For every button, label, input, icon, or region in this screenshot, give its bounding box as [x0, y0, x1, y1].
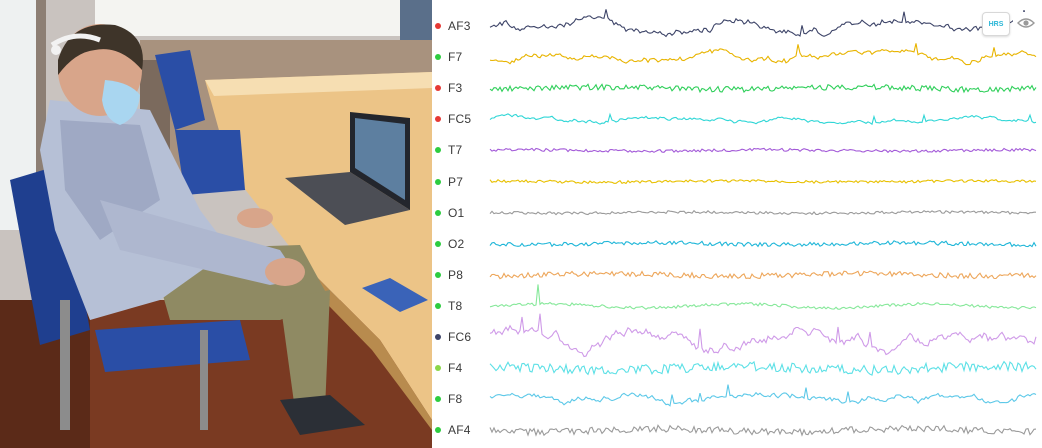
channel-label: T7	[448, 143, 463, 158]
visibility-toggle-button[interactable]	[1013, 12, 1039, 34]
channel-label: FC5	[448, 112, 472, 127]
eye-icon	[1017, 18, 1035, 28]
channel-status-dot	[435, 178, 441, 185]
channel-row-f4: F4	[432, 358, 492, 378]
channel-status-dot	[435, 54, 441, 61]
eeg-trace-fc5	[489, 112, 1037, 126]
channel-status-dot	[435, 334, 441, 340]
channel-label: O1	[448, 205, 465, 220]
channel-label: F8	[448, 392, 463, 407]
channel-status-dot	[435, 427, 441, 434]
channel-status-dot	[435, 396, 441, 403]
eeg-trace-af4	[489, 424, 1037, 437]
channel-status-dot	[435, 209, 441, 216]
eeg-trace-f7	[489, 43, 1037, 66]
eeg-viewer: AF3 F7 F3 FC5 T7 P7 O1 O2 P8 T8 FC6 F4 F8 AF4 HRS	[432, 0, 1042, 448]
channel-label: P8	[448, 267, 464, 282]
subject-photo	[0, 0, 432, 448]
channel-label: O2	[448, 236, 465, 251]
eeg-trace-p7	[489, 178, 1037, 185]
subject-photo-illustration	[0, 0, 432, 448]
channel-row-f3: F3	[432, 78, 492, 98]
eeg-trace-t7	[489, 147, 1037, 154]
eeg-trace-f8	[489, 384, 1037, 407]
channel-row-f8: F8	[432, 389, 492, 409]
hrs-button[interactable]: HRS	[982, 12, 1010, 36]
channel-status-dot	[435, 240, 441, 247]
channel-row-af4: AF4	[432, 420, 492, 440]
eeg-trace-af3	[489, 9, 1037, 38]
channel-label: FC6	[448, 330, 472, 344]
eeg-trace-f4	[489, 360, 1037, 376]
channel-label: F3	[448, 81, 463, 96]
channel-status-dot	[435, 85, 441, 92]
channel-row-fc6: FC6	[432, 327, 492, 347]
channel-row-t7: T7	[432, 140, 492, 160]
channel-status-dot	[435, 302, 441, 309]
eeg-trace-o1	[489, 209, 1036, 216]
eeg-trace-t8	[489, 284, 1037, 310]
channel-label: AF3	[448, 19, 471, 33]
channel-row-fc5: FC5	[432, 109, 492, 129]
channel-row-p8: P8	[432, 265, 492, 285]
eeg-trace-fc6	[489, 313, 1037, 358]
channel-label: P7	[448, 174, 464, 189]
channel-label: F7	[448, 50, 463, 65]
channel-status-dot	[435, 23, 441, 29]
eeg-trace-o2	[489, 240, 1037, 248]
channel-status-dot	[435, 271, 441, 278]
channel-status-dot	[435, 116, 441, 123]
hrs-button-label: HRS	[988, 20, 1004, 28]
channel-row-o1: O1	[432, 203, 492, 223]
channel-row-t8: T8	[432, 296, 492, 316]
channel-label: T8	[448, 298, 463, 313]
channel-row-o2: O2	[432, 234, 492, 254]
eeg-trace-area	[489, 9, 1037, 437]
channel-status-dot	[435, 147, 441, 154]
eeg-trace-p8	[489, 270, 1037, 280]
channel-status-dot	[435, 365, 441, 372]
channel-row-f7: F7	[432, 47, 492, 67]
channel-label: F4	[448, 361, 463, 376]
channel-row-af3: AF3	[432, 16, 492, 36]
channel-row-p7: P7	[432, 172, 492, 192]
channel-label: AF4	[448, 423, 471, 438]
eeg-trace-f3	[489, 83, 1037, 94]
